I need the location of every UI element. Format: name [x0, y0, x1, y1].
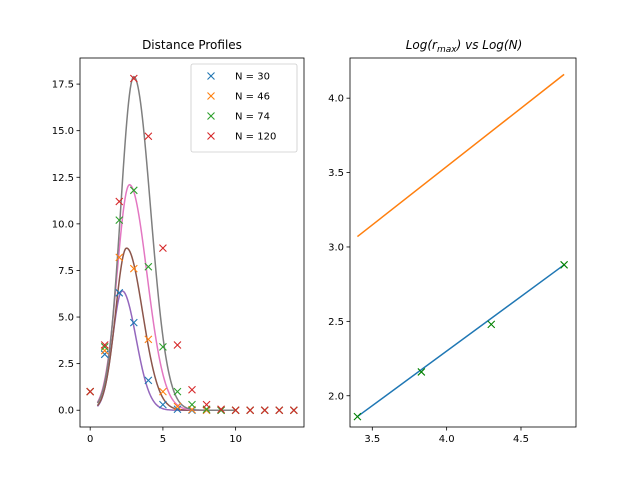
- x-tick-label: 0: [87, 434, 93, 445]
- data-point-series-4: [188, 385, 196, 394]
- fit-curve-4: [96, 75, 236, 411]
- data-point-series-3: [173, 387, 182, 396]
- right-plot-area: [353, 73, 568, 421]
- data-point-series-1: [159, 400, 167, 409]
- title-part-base: Log(r: [406, 38, 438, 52]
- y-tick-label: 0.0: [58, 406, 74, 417]
- y-tick-label: 3.5: [328, 168, 344, 179]
- data-point-series-1: [129, 318, 138, 327]
- data-point-series-4: [231, 406, 240, 415]
- y-tick-label: 7.5: [58, 266, 74, 277]
- log-data-point: [560, 260, 568, 269]
- left-plot-area: [86, 74, 298, 415]
- data-point-series-4: [202, 400, 211, 409]
- data-point-series-1: [173, 405, 182, 414]
- data-point-series-3: [217, 406, 225, 415]
- data-point-series-2: [202, 406, 211, 415]
- data-point-series-4: [246, 406, 255, 415]
- data-point-series-4: [144, 132, 153, 141]
- subplot-title-distance-profiles: Distance Profiles: [142, 38, 242, 52]
- y-tick-label: 2.0: [328, 391, 344, 402]
- legend-label-1: N = 30: [235, 72, 270, 83]
- legend: N = 30 N = 46 N = 74 N = 120: [190, 63, 298, 153]
- legend-marker-1: [207, 72, 215, 80]
- x-tick-label: 4.0: [439, 434, 455, 445]
- right-axes-frame: [349, 57, 577, 428]
- data-point-series-2: [129, 264, 138, 273]
- legend-marker-3: [207, 112, 215, 120]
- data-point-series-4: [173, 341, 182, 349]
- y-tick-label: 5.0: [58, 313, 74, 324]
- title-part-rest: ) vs Log(N): [456, 38, 523, 52]
- left-y-axis: 0.0 2.5 5.0 7.5 10.0 12.5 15.0 17.5: [52, 80, 80, 417]
- data-point-series-2: [115, 253, 124, 262]
- data-point-series-4: [275, 406, 284, 415]
- subplot-title-log-rmax: Log(rmax) vs Log(N): [406, 38, 523, 55]
- legend-label-3: N = 74: [235, 112, 270, 123]
- data-point-series-4: [260, 406, 269, 415]
- legend-marker-2: [207, 92, 215, 100]
- data-point-series-1: [144, 376, 153, 385]
- data-point-series-4: [115, 197, 124, 206]
- y-tick-label: 15.0: [52, 126, 74, 137]
- data-point-series-4: [217, 405, 225, 414]
- data-point-series-1: [115, 288, 124, 297]
- data-point-series-4: [289, 406, 298, 415]
- distance-profiles-subplot: Distance Profiles 0 5 10 0.0 2.5 5.0 7.5 10.0 1…: [52, 38, 305, 445]
- fit-line-1: [356, 264, 565, 418]
- data-point-series-1: [100, 350, 109, 359]
- data-point-series-4: [100, 341, 109, 349]
- y-tick-label: 3.0: [328, 242, 344, 253]
- data-point-series-2: [159, 387, 167, 396]
- data-point-series-4: [129, 74, 138, 83]
- log-data-point: [417, 368, 426, 376]
- left-x-axis: 0 5 10: [87, 427, 242, 445]
- x-tick-label: 10: [229, 434, 242, 445]
- data-point-series-2: [144, 335, 153, 344]
- legend-box: [190, 63, 298, 153]
- data-point-series-3: [129, 186, 138, 195]
- data-point-series-2: [100, 346, 109, 355]
- data-point-series-2: [173, 402, 182, 411]
- legend-label-2: N = 46: [235, 92, 270, 103]
- data-point-series-3: [144, 262, 153, 271]
- data-point-series-3: [188, 400, 196, 409]
- legend-marker-4: [207, 132, 215, 140]
- right-x-axis: 3.5 4.0 4.5: [364, 427, 529, 445]
- legend-label-4: N = 120: [235, 132, 276, 143]
- y-tick-label: 2.5: [328, 317, 344, 328]
- x-tick-label: 4.5: [513, 434, 529, 445]
- x-tick-label: 3.5: [364, 434, 380, 445]
- log-data-point: [487, 320, 496, 329]
- data-point-series-3: [115, 216, 124, 225]
- log-data-point: [353, 412, 362, 421]
- y-tick-label: 12.5: [52, 173, 74, 184]
- fit-line-2: [356, 73, 565, 238]
- left-axes-frame: [79, 57, 305, 428]
- y-tick-label: 2.5: [58, 359, 74, 370]
- data-point-series-3: [159, 342, 167, 351]
- y-tick-label: 10.0: [52, 219, 74, 230]
- data-point-series-4: [86, 387, 95, 396]
- title-part-subscript: max: [437, 45, 457, 55]
- x-tick-label: 5: [160, 434, 166, 445]
- data-point-series-3: [100, 342, 109, 351]
- data-point-series-4: [159, 244, 167, 252]
- y-tick-label: 4.0: [328, 94, 344, 105]
- right-y-axis: 2.0 2.5 3.0 3.5 4.0: [328, 94, 350, 402]
- y-tick-label: 17.5: [52, 80, 74, 91]
- log-rmax-vs-log-n-subplot: Log(rmax) vs Log(N) 3.5 4.0 4.5 2.0 2.5 3.0 3…: [328, 38, 577, 445]
